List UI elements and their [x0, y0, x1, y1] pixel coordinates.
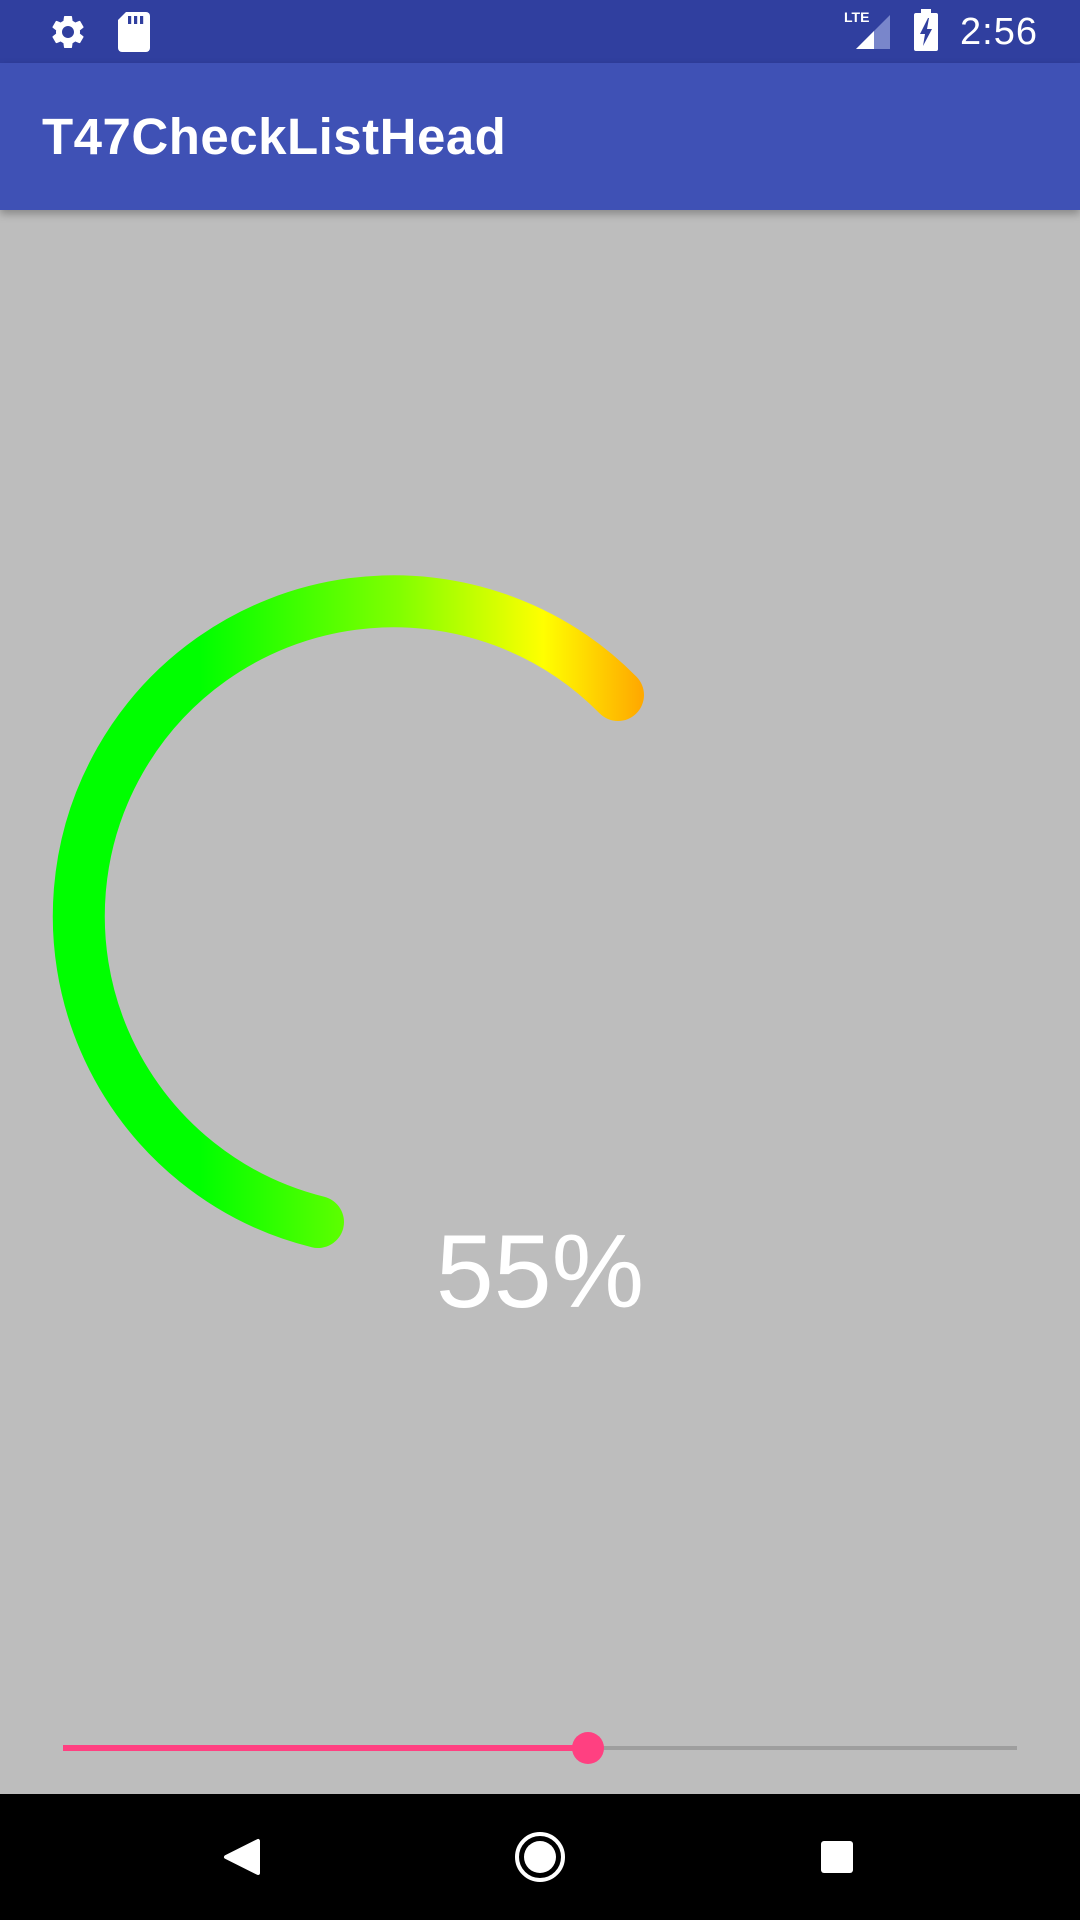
recents-icon[interactable]: [799, 1819, 875, 1895]
clock: 2:56: [960, 10, 1038, 53]
back-icon[interactable]: [202, 1819, 278, 1895]
battery-charging-icon: [914, 8, 939, 56]
seekbar-thumb[interactable]: [572, 1732, 604, 1764]
progress-seekbar[interactable]: [63, 1728, 1017, 1768]
lte-signal-icon: LTE: [844, 9, 892, 56]
percent-label: 55%: [435, 1214, 645, 1330]
status-left-icons: [48, 12, 180, 57]
app-bar: T47CheckListHead: [0, 63, 1080, 210]
status-bar: LTE 2:56: [0, 0, 1080, 63]
sd-card-icon: [116, 12, 152, 57]
navigation-bar: [0, 1794, 1080, 1920]
content-area: 55%: [0, 210, 1080, 1794]
lte-label: LTE: [844, 9, 869, 25]
progress-gauge: [52, 575, 644, 1248]
app-title: T47CheckListHead: [42, 108, 507, 165]
seekbar-progress: [63, 1745, 588, 1751]
status-right-icons: LTE 2:56: [844, 8, 1038, 56]
home-icon[interactable]: [502, 1819, 578, 1895]
gauge-arc: [52, 575, 644, 1248]
settings-icon: [48, 12, 88, 57]
